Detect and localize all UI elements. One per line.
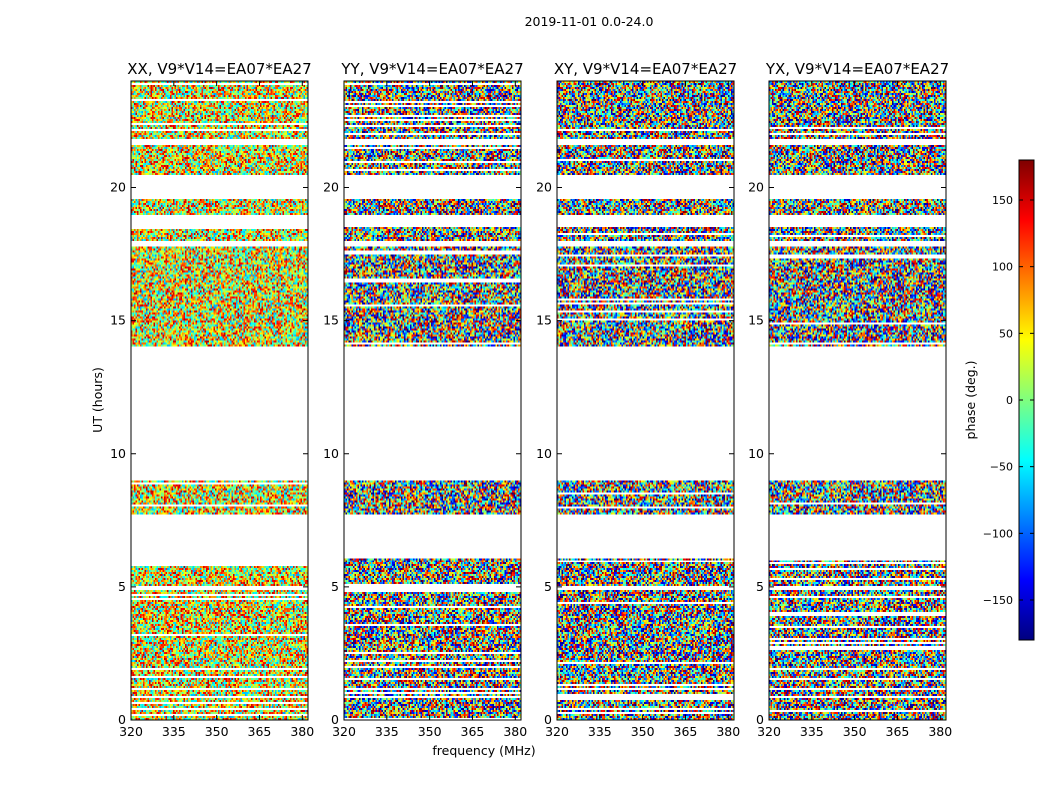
y-tick-label: 10	[110, 446, 126, 461]
panel-title: XY, V9*V14=EA07*EA27	[554, 60, 737, 78]
x-tick-label: 380	[503, 724, 527, 739]
y-tick-label: 15	[110, 313, 126, 328]
y-tick-label: 0	[331, 712, 339, 727]
colorbar: −150 −100 −50 0 50 100 150	[983, 159, 1035, 641]
x-tick-label: 335	[375, 724, 399, 739]
heatmap-cells	[769, 81, 946, 720]
y-tick-label: 5	[118, 579, 126, 594]
panel-title: XX, V9*V14=EA07*EA27	[127, 60, 311, 78]
x-tick-label: 320	[119, 724, 143, 739]
figure-title: 2019-11-01 0.0-24.0	[525, 14, 654, 29]
x-tick-label: 365	[248, 724, 272, 739]
x-tick-label: 335	[800, 724, 824, 739]
x-tick-label: 335	[588, 724, 612, 739]
panel-frame	[768, 80, 947, 721]
x-tick-label: 365	[886, 724, 910, 739]
x-tick-label: 320	[332, 724, 356, 739]
panel-title: YX, V9*V14=EA07*EA27	[765, 60, 949, 78]
x-tick-label: 365	[461, 724, 485, 739]
colorbar-tick-label: −150	[983, 594, 1013, 607]
panel-yy: YY, V9*V14=EA07*EA27 320 335 350 365 380 0 5 10 1…	[323, 60, 527, 739]
colorbar-tick-label: 0	[1006, 394, 1013, 407]
x-tick-label: 320	[757, 724, 781, 739]
x-tick-label: 380	[716, 724, 740, 739]
x-tick-label: 365	[674, 724, 698, 739]
y-tick-label: 15	[323, 313, 339, 328]
y-tick-label: 5	[544, 579, 552, 594]
y-tick-label: 15	[536, 313, 552, 328]
panel-title: YY, V9*V14=EA07*EA27	[340, 60, 523, 78]
x-tick-label: 380	[928, 724, 952, 739]
colorbar-tick-label: 50	[999, 327, 1013, 340]
x-tick-label: 350	[205, 724, 229, 739]
y-tick-label: 10	[748, 446, 764, 461]
y-axis-label: UT (hours)	[90, 367, 105, 433]
y-tick-label: 10	[536, 446, 552, 461]
y-tick-label: 20	[748, 180, 764, 195]
y-tick-label: 20	[323, 180, 339, 195]
colorbar-tick-label: −100	[983, 527, 1013, 540]
panel-frame	[130, 80, 309, 721]
panel-xx: XX, V9*V14=EA07*EA27 320 335 350 365 380 0 5 10 1…	[110, 60, 314, 739]
y-tick-label: 0	[544, 712, 552, 727]
y-tick-label: 10	[323, 446, 339, 461]
heatmap-cells	[131, 81, 308, 720]
x-tick-label: 335	[162, 724, 186, 739]
x-tick-label: 350	[418, 724, 442, 739]
y-tick-label: 0	[118, 712, 126, 727]
y-tick-label: 0	[756, 712, 764, 727]
x-tick-label: 350	[631, 724, 655, 739]
colorbar-tick-label: 100	[992, 261, 1013, 274]
y-tick-label: 20	[536, 180, 552, 195]
heatmap-cells	[557, 81, 734, 720]
panel-frame	[556, 80, 735, 721]
x-tick-label: 320	[545, 724, 569, 739]
panels-group: XX, V9*V14=EA07*EA27 320 335 350 365 380 0 5 10 1…	[110, 60, 952, 739]
x-axis-label: frequency (MHz)	[432, 743, 535, 758]
y-tick-label: 5	[331, 579, 339, 594]
colorbar-tick-label: 150	[992, 194, 1013, 207]
panel-xy: XY, V9*V14=EA07*EA27 320 335 350 365 380 0 5 10 1…	[536, 60, 740, 739]
x-tick-label: 380	[290, 724, 314, 739]
colorbar-tick-label: −50	[990, 461, 1013, 474]
panel-yx: YX, V9*V14=EA07*EA27 320 335 350 365 380 0 5 10 1…	[748, 60, 952, 739]
y-tick-label: 20	[110, 180, 126, 195]
y-tick-label: 15	[748, 313, 764, 328]
panel-frame	[343, 80, 522, 721]
heatmap-cells	[344, 81, 521, 720]
x-tick-label: 350	[843, 724, 867, 739]
y-tick-label: 5	[756, 579, 764, 594]
colorbar-label: phase (deg.)	[963, 361, 978, 440]
